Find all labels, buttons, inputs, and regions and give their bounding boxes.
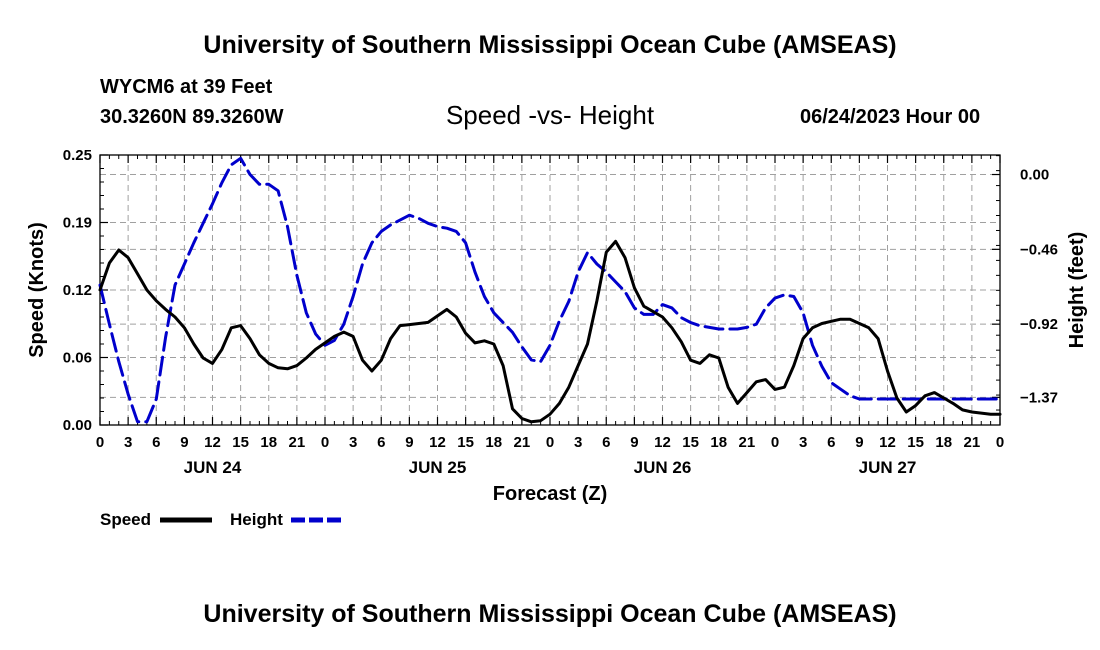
x-tick-label: 9 <box>855 434 863 451</box>
x-tick-label: 9 <box>630 434 638 451</box>
x-tick-label: 0 <box>771 434 779 451</box>
x-tick-label: 0 <box>996 434 1004 451</box>
x-tick-label: 18 <box>935 434 952 451</box>
series-lines <box>98 156 1002 424</box>
x-tick-label: 18 <box>260 434 277 451</box>
axis-labels: 0 3 6 9 12 15 18 21 0 3 6 9 12 15 18 21 0 3 6 9 12 15 18 21 0 3 6 9… <box>63 147 1058 477</box>
x-tick-label: 21 <box>964 434 981 451</box>
x-tick-label: 15 <box>232 434 249 451</box>
chart-subtitle: Speed -vs- Height <box>446 100 655 130</box>
x-tick-label: 0 <box>546 434 554 451</box>
day-label: JUN 26 <box>634 458 692 477</box>
forecast-datetime: 06/24/2023 Hour 00 <box>800 106 981 128</box>
x-tick-label: 21 <box>739 434 756 451</box>
y-tick-label: 0.25 <box>63 147 92 164</box>
x-tick-label: 3 <box>124 434 132 451</box>
y2-axis-title: Height (feet) <box>1066 232 1088 349</box>
y-tick-label: 0.00 <box>63 417 92 434</box>
y-tick-label: 0.12 <box>63 282 92 299</box>
day-label: JUN 25 <box>409 458 467 477</box>
x-tick-label: 12 <box>654 434 671 451</box>
x-tick-label: 6 <box>152 434 160 451</box>
x-tick-label: 3 <box>799 434 807 451</box>
x-tick-label: 15 <box>457 434 474 451</box>
x-tick-label: 21 <box>514 434 531 451</box>
legend-label-speed: Speed <box>100 510 151 529</box>
x-tick-label: 6 <box>827 434 835 451</box>
grid <box>100 155 1000 425</box>
x-tick-label: 3 <box>349 434 357 451</box>
x-tick-label: 0 <box>96 434 104 451</box>
y-axis-title: Speed (Knots) <box>26 222 48 358</box>
x-tick-label: 21 <box>289 434 306 451</box>
chart-title-top: University of Southern Mississippi Ocean… <box>203 31 897 59</box>
x-tick-label: 15 <box>682 434 699 451</box>
coordinates-label: 30.3260N 89.3260W <box>100 106 284 128</box>
station-label: WYCM6 at 39 Feet <box>100 76 273 98</box>
x-axis-title: Forecast (Z) <box>493 483 607 505</box>
series-line-height <box>98 156 1002 424</box>
x-tick-label: 12 <box>879 434 896 451</box>
legend-label-height: Height <box>230 510 283 529</box>
x-tick-label: 9 <box>405 434 413 451</box>
x-tick-label: 9 <box>180 434 188 451</box>
x-tick-label: 15 <box>907 434 924 451</box>
y-tick-label: 0.06 <box>63 350 92 367</box>
x-tick-label: 0 <box>321 434 329 451</box>
y2-tick-label: −1.37 <box>1020 389 1058 406</box>
x-tick-label: 18 <box>710 434 727 451</box>
series-line-speed <box>98 239 1002 424</box>
x-tick-label: 18 <box>485 434 502 451</box>
day-label: JUN 27 <box>859 458 917 477</box>
legend: Speed Height <box>100 510 343 529</box>
x-tick-label: 3 <box>574 434 582 451</box>
y-tick-label: 0.19 <box>63 215 92 232</box>
x-tick-label: 6 <box>602 434 610 451</box>
y2-tick-label: 0.00 <box>1020 167 1049 184</box>
x-tick-label: 12 <box>204 434 221 451</box>
y2-tick-label: −0.92 <box>1020 316 1058 333</box>
x-tick-label: 6 <box>377 434 385 451</box>
y2-tick-label: −0.46 <box>1020 241 1058 258</box>
x-tick-label: 12 <box>429 434 446 451</box>
chart-title-bottom: University of Southern Mississippi Ocean… <box>203 600 897 628</box>
day-label: JUN 24 <box>184 458 242 477</box>
